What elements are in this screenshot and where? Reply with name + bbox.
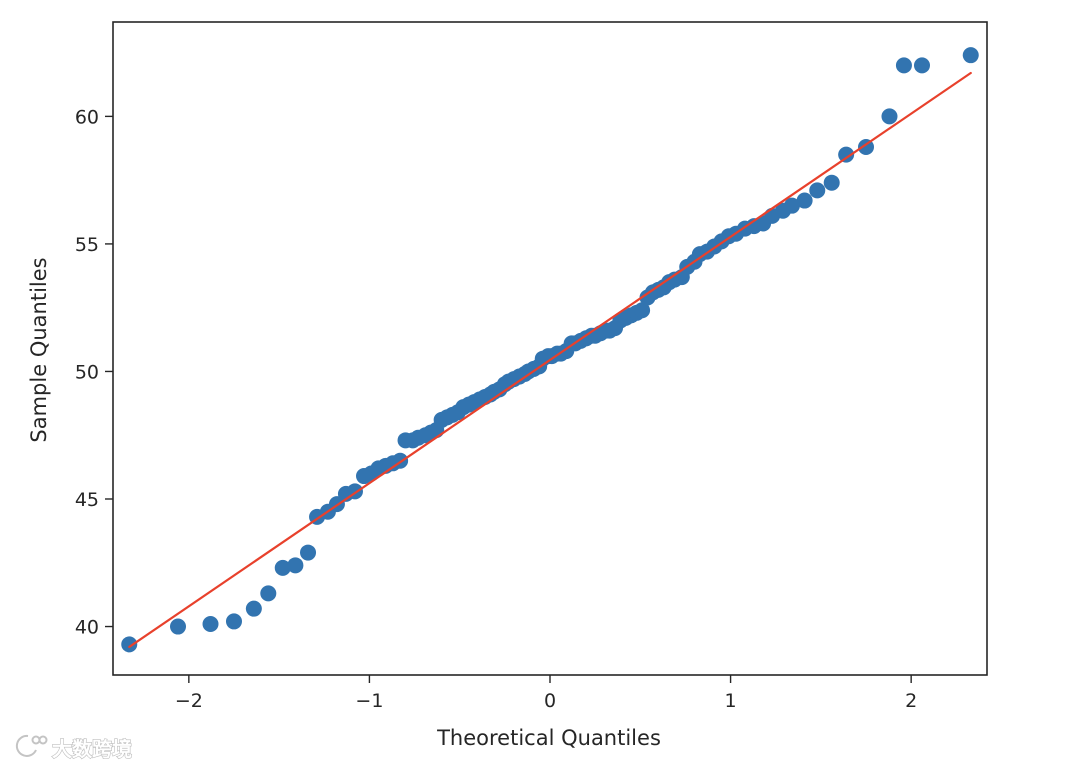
watermark-logo-icon: [15, 734, 48, 757]
x-tick-label: −2: [175, 690, 203, 712]
plot-frame: [112, 21, 988, 676]
data-point: [796, 192, 813, 209]
data-point: [783, 197, 800, 214]
data-points: [121, 47, 979, 653]
data-point: [225, 613, 242, 630]
y-tick-label: 50: [75, 361, 99, 383]
data-point: [634, 302, 651, 319]
watermark: 大数跨境: [15, 734, 133, 762]
reference-line: [128, 71, 972, 649]
y-tick-label: 40: [75, 617, 99, 639]
data-point: [823, 174, 840, 191]
x-tick-label: 1: [725, 690, 737, 712]
data-point: [121, 636, 138, 653]
x-tick-label: 2: [905, 690, 917, 712]
data-point: [838, 146, 855, 163]
data-point: [274, 559, 291, 576]
data-point: [809, 182, 826, 199]
data-point: [287, 557, 304, 574]
data-point: [962, 47, 979, 64]
data-point: [245, 600, 262, 617]
data-point: [202, 615, 219, 632]
x-axis-label: Theoretical Quantiles: [436, 726, 661, 750]
y-tick-labels: 40 45 50 55 60: [75, 106, 99, 638]
y-tick-label: 60: [75, 106, 99, 128]
x-tick-label: −1: [355, 690, 383, 712]
watermark-text: 大数跨境: [52, 737, 132, 761]
data-point: [881, 108, 898, 125]
data-point: [913, 57, 930, 74]
y-axis-label: Sample Quantiles: [27, 257, 51, 442]
y-tick-label: 55: [75, 234, 99, 256]
x-tick-label: 0: [544, 690, 556, 712]
y-tick-label: 45: [75, 489, 99, 511]
data-point: [300, 544, 317, 561]
data-point: [170, 618, 187, 635]
x-tick-labels: −2 −1 0 1 2: [175, 690, 917, 712]
axis-ticks: [105, 115, 912, 683]
data-point: [260, 585, 277, 602]
data-point: [895, 57, 912, 74]
